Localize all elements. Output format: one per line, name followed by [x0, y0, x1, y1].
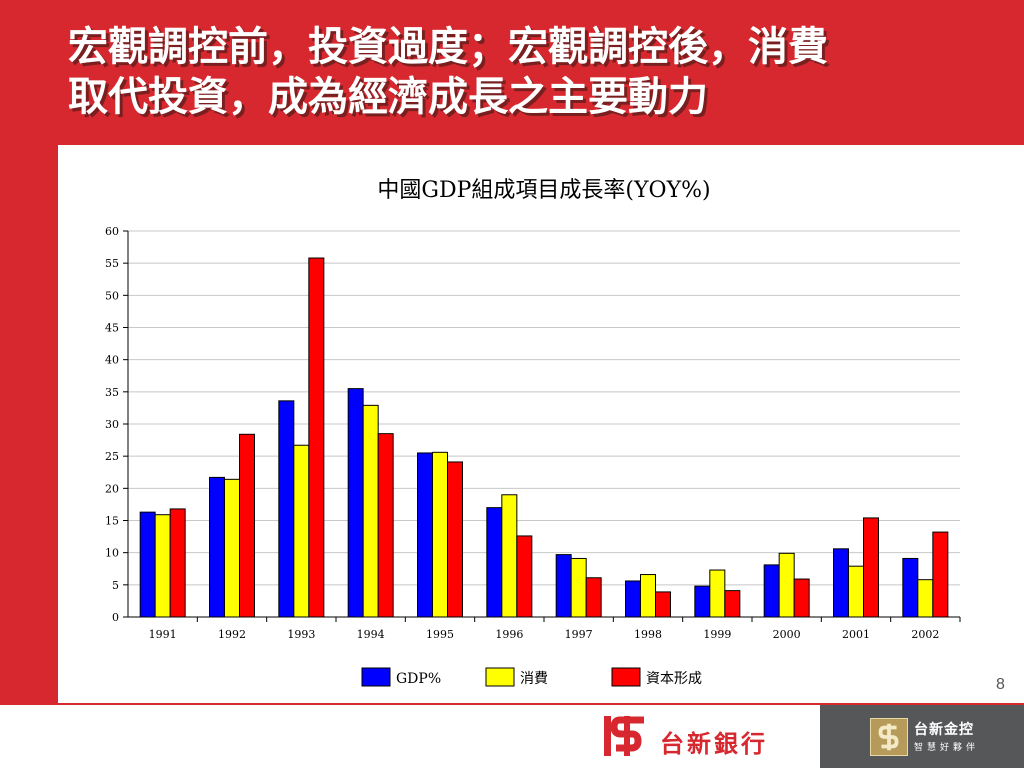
x-tick-label: 1996 [495, 628, 523, 641]
taishin-bank-logo-icon [604, 716, 644, 756]
y-tick-label: 50 [105, 289, 119, 302]
bar [570, 557, 587, 618]
grid-lines [128, 230, 960, 586]
x-tick-label: 1992 [218, 628, 246, 641]
x-tick-label: 1999 [703, 628, 731, 641]
legend-swatch [361, 667, 391, 687]
bank-name: 台新銀行 [660, 730, 768, 758]
bar [625, 580, 641, 618]
bar [640, 574, 656, 618]
chart-title: 中國GDP組成項目成長率(YOY%) [377, 178, 710, 203]
legend-label: GDP% [396, 671, 441, 687]
y-tick-label: 30 [105, 418, 119, 431]
x-tick-label: 1994 [357, 628, 385, 641]
bar [377, 433, 394, 618]
slide-title: 宏觀調控前，投資過度；宏觀調控後，消費 取代投資，成為經濟成長之主要動力 [68, 22, 988, 122]
bar [555, 554, 572, 618]
y-tick-label: 15 [105, 515, 119, 528]
page-number: 8 [996, 676, 1005, 693]
slide-title-line-1: 宏觀調控前，投資過度；宏觀調控後，消費 [68, 24, 828, 70]
bar [585, 577, 602, 618]
x-tick-label: 1997 [565, 628, 593, 641]
x-tick-label: 2000 [773, 628, 801, 641]
bar [278, 400, 295, 618]
bar [486, 507, 503, 618]
bar [932, 531, 949, 618]
y-tick-label: 10 [105, 547, 119, 560]
y-tick-label: 60 [105, 225, 119, 238]
bar [139, 511, 156, 618]
y-tick-label: 35 [105, 386, 119, 399]
legend-label: 消費 [520, 671, 548, 687]
holding-name: 台新金控 [914, 722, 974, 738]
footer-holding-area [820, 705, 1024, 768]
bar [501, 494, 518, 618]
y-tick-label: 45 [105, 322, 119, 335]
bar [863, 517, 879, 618]
bar [209, 476, 225, 618]
y-tick-label: 20 [105, 482, 119, 495]
taishin-holding-logo-icon [870, 718, 908, 756]
bar [709, 569, 726, 618]
bar [694, 585, 711, 618]
bar [293, 444, 310, 618]
bars [139, 257, 949, 618]
y-tick-label: 55 [105, 257, 119, 270]
bar [763, 564, 780, 618]
holding-slogan: 智慧好夥伴 [914, 743, 980, 753]
bar [655, 591, 671, 618]
legend-swatch [611, 667, 641, 687]
legend-swatch [485, 667, 515, 687]
bar [239, 433, 255, 618]
x-tick-label: 1995 [426, 628, 454, 641]
bar-chart: 中國GDP組成項目成長率(YOY%) 0 5 10 15 20 25 30 35 40 45 50 5… [105, 178, 961, 687]
bar [724, 590, 741, 618]
y-tick-label: 0 [112, 611, 119, 624]
bar [224, 478, 240, 618]
legend-label: 資本形成 [646, 671, 702, 687]
bar [154, 514, 171, 618]
bar [778, 552, 795, 618]
bar [833, 548, 849, 618]
bar [347, 388, 364, 618]
y-tick-label: 40 [105, 354, 119, 367]
bar [169, 508, 186, 618]
y-tick-label: 25 [105, 450, 119, 463]
bar [848, 565, 864, 618]
footer-bank-area [0, 705, 820, 768]
y-tick-label: 5 [112, 579, 119, 592]
x-tick-label: 1998 [634, 628, 662, 641]
bar [432, 451, 448, 618]
slide-title-line-2: 取代投資，成為經濟成長之主要動力 [68, 74, 708, 120]
chart-panel: 中國GDP組成項目成長率(YOY%) 0 5 10 15 20 25 30 35 40 45 50 5… [58, 145, 1024, 703]
bar [917, 579, 934, 618]
x-tick-label: 1993 [287, 628, 315, 641]
bar [362, 404, 379, 618]
bar [447, 461, 463, 618]
x-tick-label: 2002 [911, 628, 939, 641]
bar [308, 257, 325, 618]
x-tick-label: 1991 [149, 628, 177, 641]
x-tick-label: 2001 [842, 628, 870, 641]
axes: 0 5 10 15 20 25 30 35 40 45 50 55 60 1991 1992 1993 1994… [105, 225, 961, 641]
legend: GDP% 消費 資本形成 [361, 667, 702, 687]
bar [793, 578, 810, 618]
bar [902, 557, 919, 618]
bar [417, 452, 433, 618]
bar [516, 535, 533, 618]
